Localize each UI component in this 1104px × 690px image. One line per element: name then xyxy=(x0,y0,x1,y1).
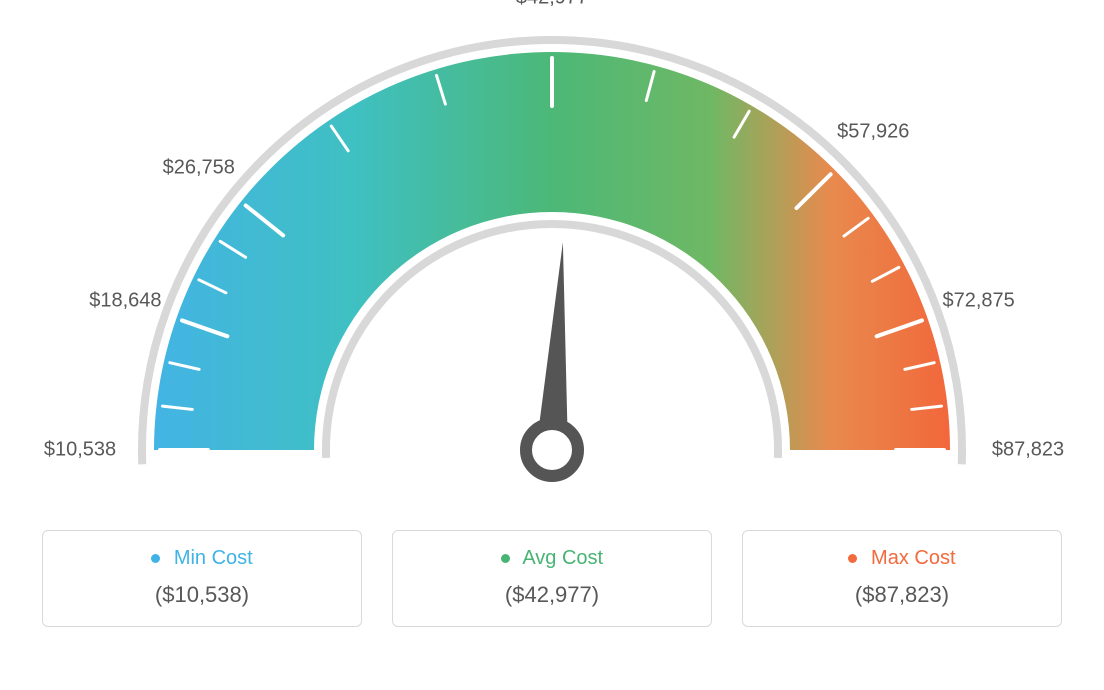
min-dot-icon xyxy=(151,554,160,563)
gauge-tick-label: $57,926 xyxy=(837,121,909,144)
gauge-chart: $10,538 $18,648 $26,758 $42,977 $57,926 $72,8… xyxy=(0,0,1104,540)
max-cost-value: ($87,823) xyxy=(753,582,1051,608)
avg-dot-icon xyxy=(501,554,510,563)
max-cost-card: Max Cost ($87,823) xyxy=(742,530,1062,627)
max-dot-icon xyxy=(848,554,857,563)
min-cost-card: Min Cost ($10,538) xyxy=(42,530,362,627)
gauge-tick-label: $87,823 xyxy=(992,439,1064,462)
avg-cost-card: Avg Cost ($42,977) xyxy=(392,530,712,627)
avg-cost-label: Avg Cost xyxy=(522,547,603,569)
gauge-tick-label: $42,977 xyxy=(516,0,588,10)
min-cost-value: ($10,538) xyxy=(53,582,351,608)
avg-cost-value: ($42,977) xyxy=(403,582,701,608)
gauge-tick-label: $26,758 xyxy=(163,157,235,180)
summary-cards: Min Cost ($10,538) Avg Cost ($42,977) Ma… xyxy=(0,530,1104,627)
gauge-tick-label: $18,648 xyxy=(89,289,161,312)
cost-gauge-widget: $10,538 $18,648 $26,758 $42,977 $57,926 $72,8… xyxy=(0,0,1104,690)
gauge-tick-label: $72,875 xyxy=(942,289,1014,312)
min-cost-label: Min Cost xyxy=(174,547,253,569)
gauge-tick-label: $10,538 xyxy=(44,439,116,462)
max-cost-label: Max Cost xyxy=(871,547,955,569)
